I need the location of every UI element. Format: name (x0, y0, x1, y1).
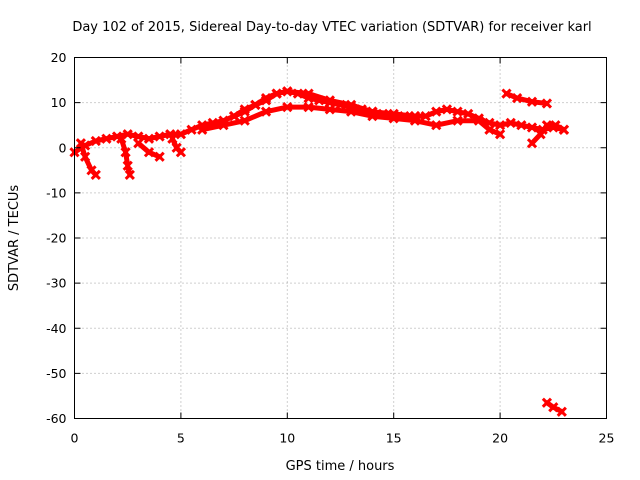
data-point (463, 108, 474, 120)
data-point (388, 113, 399, 124)
data-point (154, 131, 165, 142)
data-point (175, 147, 187, 158)
x-tick-label: 0 (71, 431, 79, 446)
data-point (409, 115, 421, 126)
data-point (122, 160, 133, 171)
data-point (505, 117, 516, 129)
data-point (484, 124, 495, 135)
data-point (207, 117, 218, 129)
x-axis-label: GPS time / hours (286, 459, 395, 474)
data-point (171, 142, 182, 153)
data-point (75, 138, 87, 149)
data-point (441, 104, 453, 115)
data-point (420, 111, 431, 122)
data-point (346, 99, 357, 111)
data-point (133, 131, 144, 142)
series-lower-lobe (199, 104, 503, 137)
series-dip-2 (118, 136, 133, 178)
data-point (501, 88, 512, 99)
data-point (197, 124, 208, 135)
data-point (431, 106, 442, 117)
data-point (143, 147, 155, 158)
data-point (431, 120, 442, 131)
data-point (452, 115, 463, 126)
x-tick-label: 10 (279, 431, 295, 446)
data-point (452, 106, 463, 117)
data-point (367, 111, 378, 122)
data-point (86, 165, 97, 176)
data-point (526, 138, 538, 149)
data-point (324, 104, 335, 115)
data-point (494, 120, 506, 131)
x-tick-label: 5 (177, 431, 185, 446)
y-tick-label: 0 (59, 140, 67, 155)
y-tick-label: 10 (51, 95, 67, 110)
data-point (346, 106, 357, 117)
data-point (90, 135, 101, 147)
data-point (143, 133, 155, 144)
y-tick-label: -40 (46, 321, 66, 336)
y-axis-label: SDTVAR / TECUs (7, 185, 22, 292)
x-tick-label: 15 (386, 431, 402, 446)
data-point (282, 102, 293, 113)
data-point (494, 129, 506, 140)
y-tick-label: -10 (46, 185, 66, 200)
data-point (133, 138, 144, 149)
data-point (80, 151, 91, 162)
data-point (526, 96, 538, 107)
data-point (473, 115, 484, 126)
chart-title: Day 102 of 2015, Sidereal Day-to-day VTE… (72, 20, 591, 35)
data-point (167, 133, 178, 144)
series-layer (69, 86, 570, 417)
data-point (535, 129, 546, 140)
data-point (541, 98, 553, 109)
data-point (260, 95, 272, 106)
data-point (324, 95, 335, 106)
series-arc-22 (504, 91, 550, 106)
data-point (282, 86, 293, 97)
y-tick-label: -50 (46, 366, 66, 381)
data-point (250, 99, 261, 111)
data-point (260, 106, 272, 117)
data-point (239, 104, 250, 115)
y-tick-label: -30 (46, 276, 66, 291)
y-tick-label: -20 (46, 231, 66, 246)
data-point (186, 124, 197, 135)
axis-ticks: 0 5 10 15 20 25 -60 -50 -40 -30 -20 -10 0 10 20 (46, 50, 614, 446)
data-point (116, 133, 127, 144)
data-point (124, 169, 135, 180)
data-point (541, 397, 553, 408)
data-point (154, 151, 165, 162)
x-tick-label: 25 (599, 431, 615, 446)
data-point (556, 406, 567, 417)
data-point (120, 147, 131, 158)
data-point (541, 120, 553, 131)
data-point (550, 120, 561, 131)
data-point (101, 133, 112, 144)
data-point (239, 115, 250, 126)
data-point (303, 88, 314, 99)
data-point (303, 102, 314, 113)
data-point (271, 88, 282, 99)
y-tick-label: -60 (46, 411, 66, 426)
x-tick-label: 20 (492, 431, 508, 446)
data-point (516, 120, 527, 131)
data-point (175, 129, 187, 140)
data-point (558, 124, 570, 135)
data-point (228, 111, 240, 122)
data-point (218, 120, 229, 131)
data-point (90, 169, 101, 180)
data-point (512, 92, 523, 104)
y-tick-label: 20 (51, 50, 67, 65)
data-point (526, 122, 538, 133)
data-point (548, 402, 559, 413)
